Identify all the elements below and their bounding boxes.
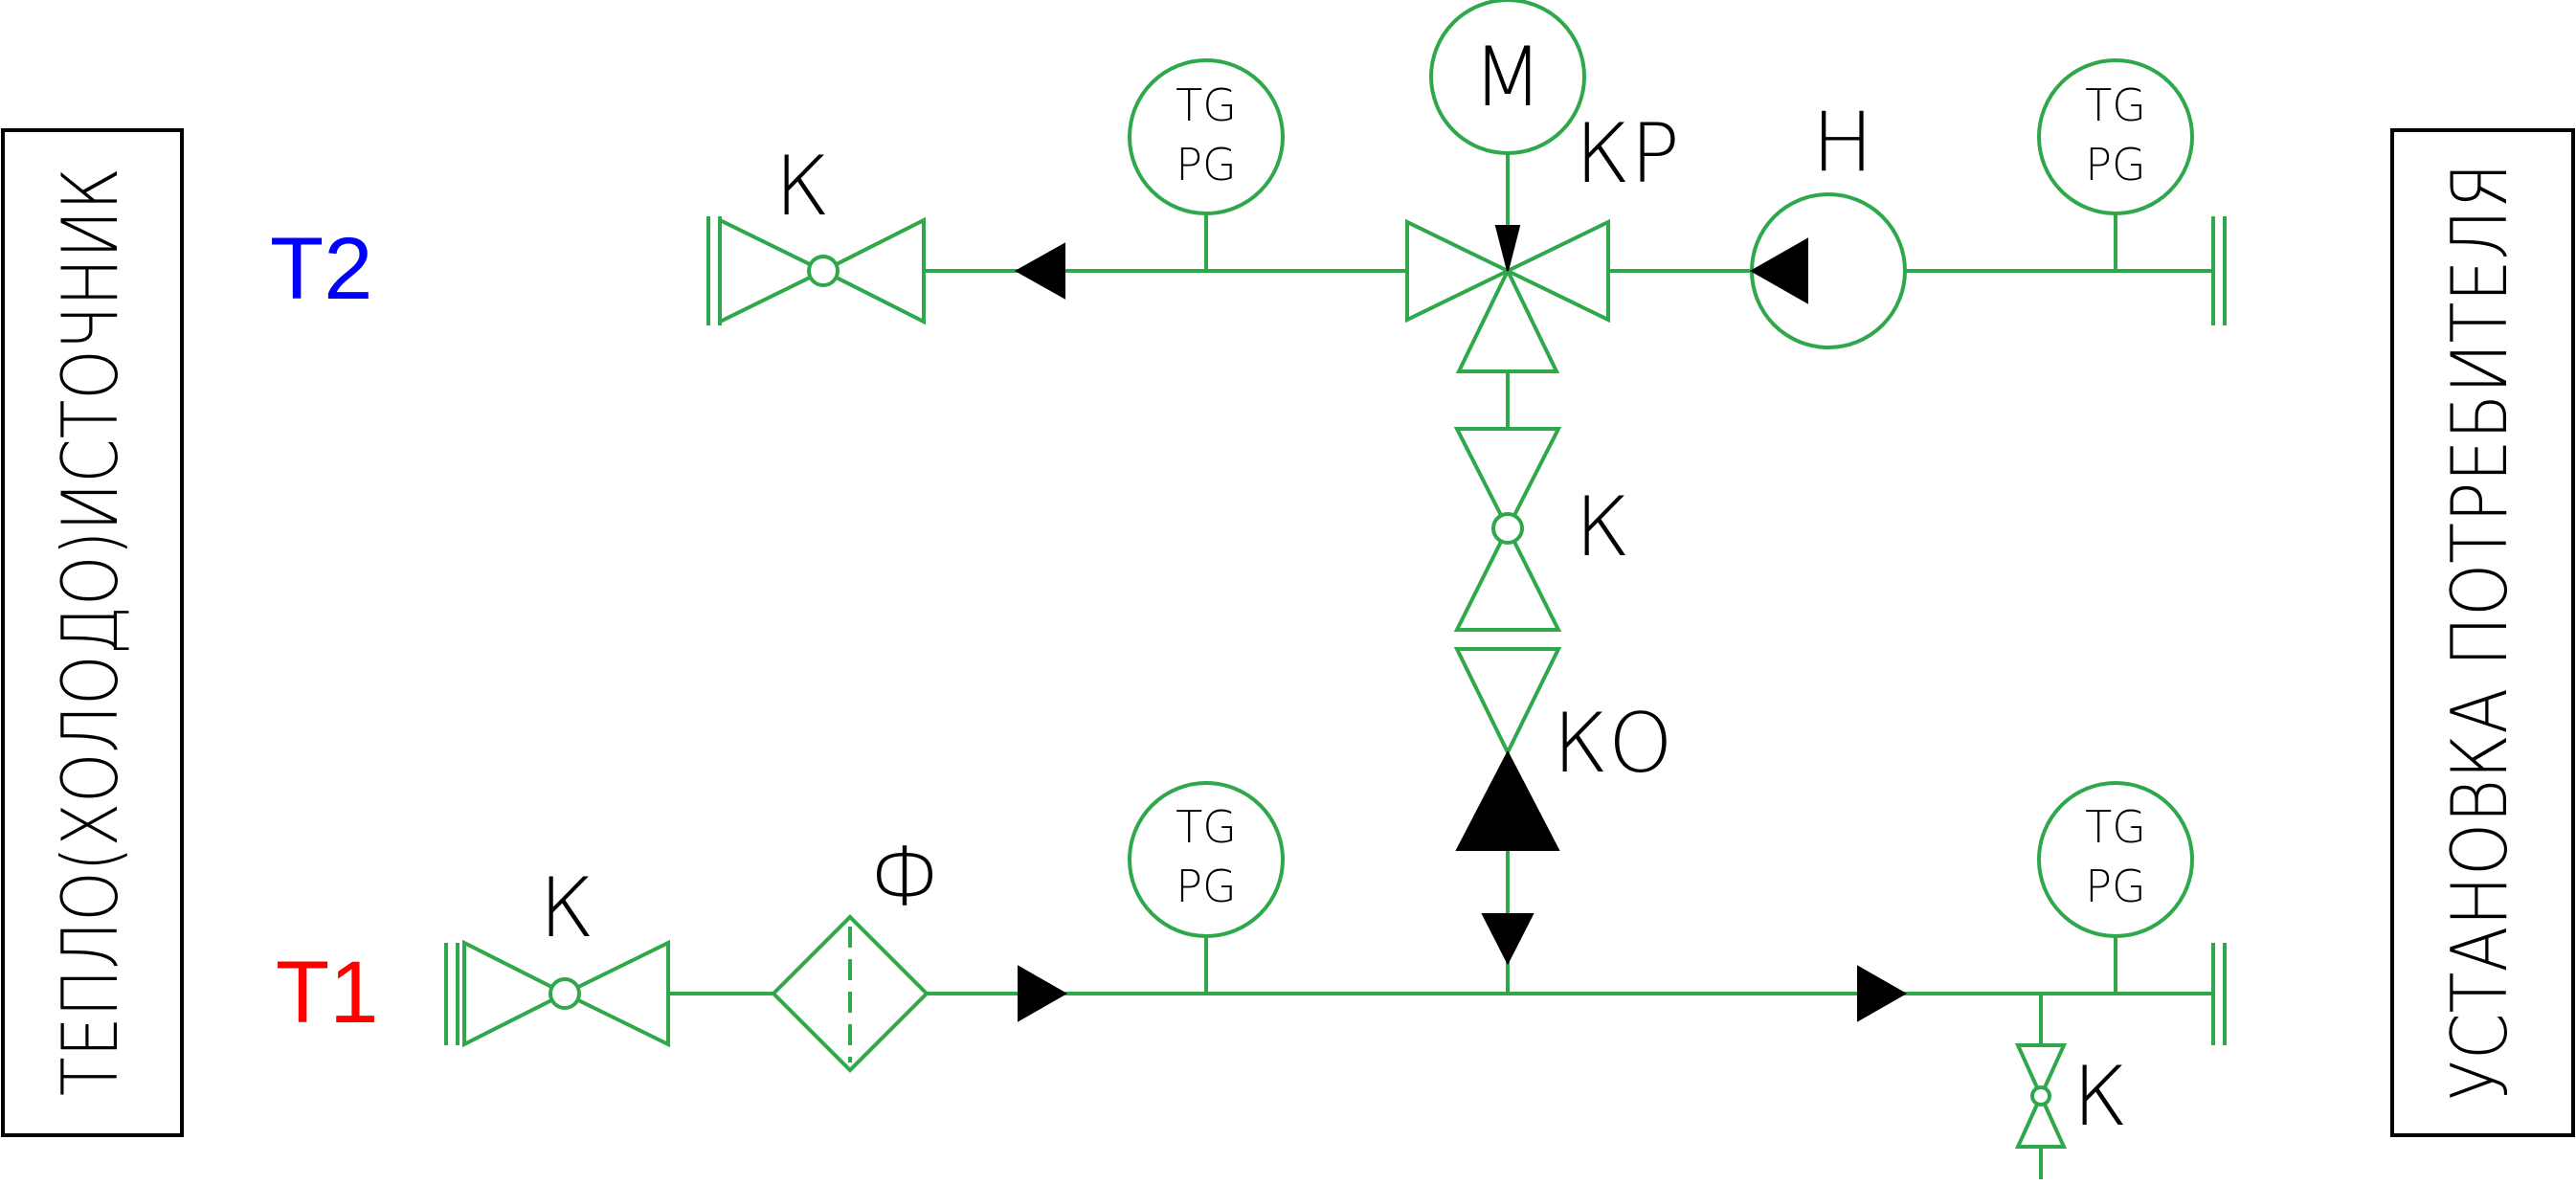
supply-shutoff-valve-label: К <box>539 861 594 956</box>
gauge-label-top: TG <box>2085 79 2146 131</box>
supply-gauge-left[interactable]: TG PG <box>1128 781 1285 994</box>
supply-line-label: T1 <box>276 944 378 1041</box>
heat-source-label: ТЕПЛО(ХОЛОДО)ИСТОЧНИК <box>46 168 135 1096</box>
pump[interactable] <box>1749 192 1907 349</box>
supply-shutoff-valve[interactable] <box>462 939 670 1048</box>
gauge-label-top: TG <box>1176 801 1237 853</box>
pump-label: Н <box>1812 95 1874 190</box>
return-shutoff-valve[interactable] <box>718 216 926 325</box>
return-gauge-right[interactable]: TG PG <box>2037 58 2194 271</box>
filter-label: Ф <box>869 830 940 926</box>
return-flow-arrow <box>1014 242 1065 300</box>
check-valve-label: КО <box>1553 696 1673 792</box>
motor-label: М <box>1472 30 1543 125</box>
gauge-label-bottom: PG <box>1176 861 1236 912</box>
bypass-shutoff-valve-label: К <box>1575 480 1630 575</box>
gauge-label-bottom: PG <box>2085 861 2145 912</box>
return-gauge-left[interactable]: TG PG <box>1128 58 1285 271</box>
heat-source-box: ТЕПЛО(ХОЛОДО)ИСТОЧНИК <box>1 128 184 1137</box>
bypass-flow-arrow <box>1481 913 1534 966</box>
return-line-label: T2 <box>270 220 372 318</box>
supply-gauge-right[interactable]: TG PG <box>2037 781 2194 994</box>
gauge-label-bottom: PG <box>2085 139 2145 190</box>
bypass-shutoff-valve[interactable] <box>1453 427 1562 632</box>
drain-valve-label: К <box>2072 1049 2128 1145</box>
consumer-label: УСТАНОВКА ПОТРЕБИТЕЛЯ <box>2435 163 2524 1101</box>
drain-valve[interactable] <box>2014 994 2068 1179</box>
supply-flow-arrow <box>1857 965 1908 1022</box>
supply-flow-arrow <box>1018 965 1068 1022</box>
control-valve-label: КР <box>1575 106 1680 202</box>
gauge-label-top: TG <box>2085 801 2146 853</box>
supply-pipeline <box>444 943 2227 1045</box>
gauge-label-top: TG <box>1176 79 1237 131</box>
return-shutoff-valve-label: К <box>774 139 830 235</box>
consumer-box: УСТАНОВКА ПОТРЕБИТЕЛЯ <box>2390 128 2575 1137</box>
motor-actuator[interactable]: М <box>1429 0 1586 155</box>
gauge-label-bottom: PG <box>1176 139 1236 190</box>
filter[interactable] <box>771 914 930 1073</box>
check-valve[interactable] <box>1453 647 1562 851</box>
